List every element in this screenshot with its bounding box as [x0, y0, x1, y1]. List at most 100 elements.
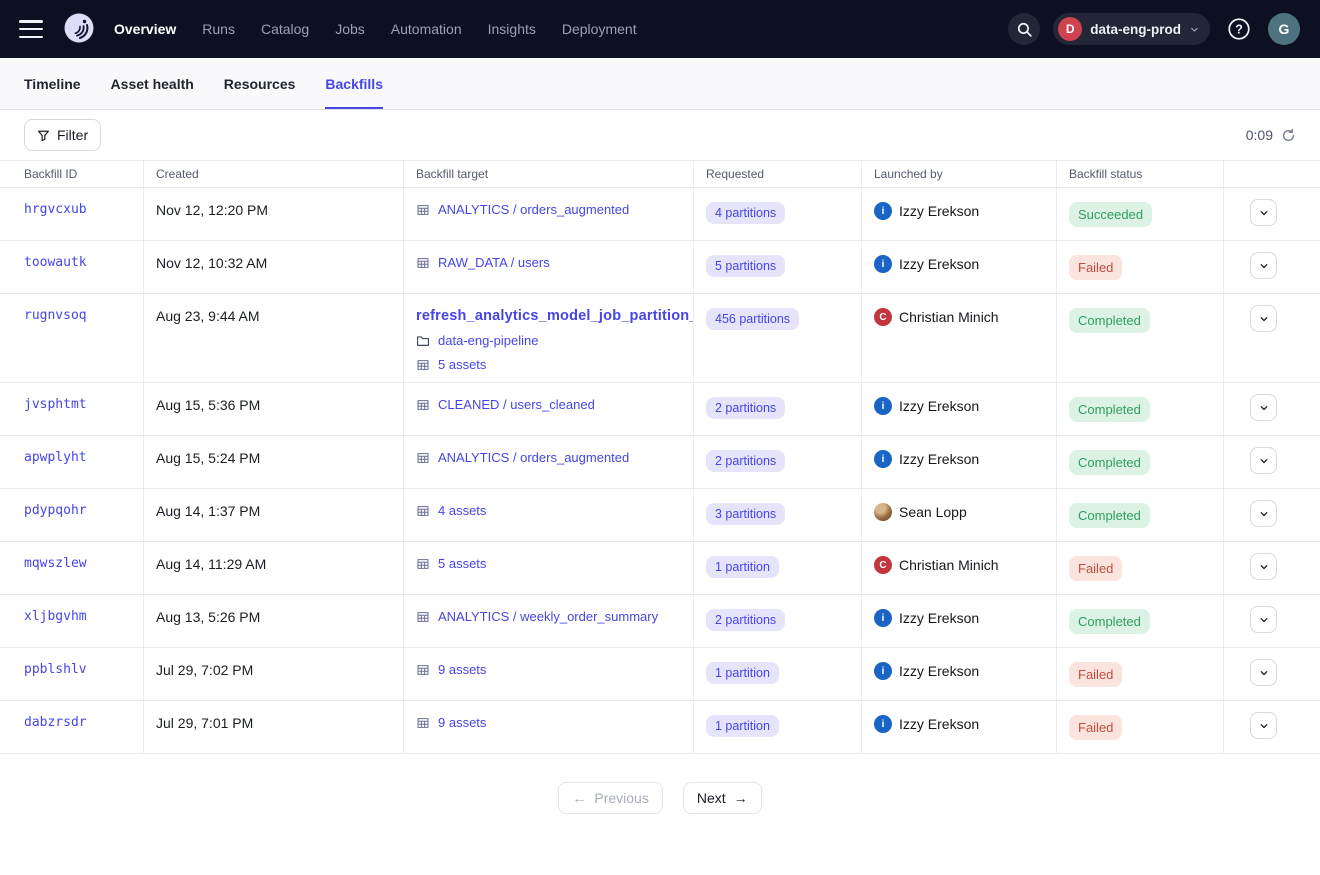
row-actions-button[interactable]	[1250, 606, 1277, 633]
nav-item-runs[interactable]: Runs	[202, 21, 235, 37]
backfill-id-link[interactable]: hrgvcxub	[24, 202, 87, 217]
launched-by-name: Izzy Erekson	[899, 203, 980, 219]
row-actions-button[interactable]	[1250, 252, 1277, 279]
user-avatar[interactable]: G	[1268, 13, 1300, 45]
actions-cell	[1224, 436, 1320, 488]
toolbar: Filter 0:09	[0, 110, 1320, 160]
tab-timeline[interactable]: Timeline	[24, 75, 81, 92]
launched-by-name: Izzy Erekson	[899, 663, 980, 679]
funnel-icon	[37, 129, 50, 142]
arrow-left-icon: ←	[572, 790, 587, 806]
backfill-status-badge: Completed	[1069, 450, 1150, 475]
search-icon[interactable]	[1008, 13, 1041, 45]
tab-backfills[interactable]: Backfills	[325, 58, 383, 109]
row-actions-button[interactable]	[1250, 712, 1277, 739]
target-link[interactable]: ANALYTICS / weekly_order_summary	[416, 609, 658, 624]
launched-by-cell: C Christian Minich	[862, 294, 1057, 382]
row-actions-button[interactable]	[1250, 199, 1277, 226]
help-icon[interactable]: ?	[1223, 13, 1255, 45]
backfill-id-link[interactable]: ppblshlv	[24, 662, 87, 677]
target-job-link[interactable]: refresh_analytics_model_job_partition_se…	[416, 308, 693, 324]
target-link[interactable]: data-eng-pipeline	[416, 333, 538, 348]
backfill-target-cell: RAW_DATA / users	[404, 241, 694, 293]
backfill-id-link[interactable]: rugnvsoq	[24, 308, 87, 323]
partitions-badge: 5 partitions	[706, 255, 786, 277]
launched-by-cell: i Izzy Erekson	[862, 701, 1057, 753]
deployment-initial-badge: D	[1058, 17, 1083, 41]
launched-by-user: C Christian Minich	[874, 556, 999, 574]
row-actions-button[interactable]	[1250, 447, 1277, 474]
row-actions-button[interactable]	[1250, 394, 1277, 421]
created-cell: Jul 29, 7:02 PM	[144, 648, 404, 700]
next-page-button[interactable]: Next →	[682, 782, 762, 814]
user-initial-avatar: i	[874, 255, 892, 273]
target-link[interactable]: 5 assets	[416, 357, 486, 372]
refresh-icon[interactable]	[1281, 128, 1296, 143]
backfill-id-cell: ppblshlv	[0, 648, 144, 700]
target-link[interactable]: ANALYTICS / orders_augmented	[416, 202, 629, 217]
backfill-id-cell: jvsphtmt	[0, 383, 144, 435]
row-actions-button[interactable]	[1250, 553, 1277, 580]
table-row: jvsphtmt Aug 15, 5:36 PM CLEANED / users_c…	[0, 383, 1320, 436]
partitions-badge: 4 partitions	[706, 202, 786, 224]
table-row: mqwszlew Aug 14, 11:29 AM 5 assets 1 partit…	[0, 542, 1320, 595]
backfill-id-link[interactable]: apwplyht	[24, 450, 87, 465]
target-link[interactable]: 9 assets	[416, 715, 486, 730]
target-link[interactable]: 4 assets	[416, 503, 486, 518]
row-actions-button[interactable]	[1250, 500, 1277, 527]
filter-button[interactable]: Filter	[24, 119, 102, 151]
column-header-requested: Requested	[694, 161, 862, 187]
tab-resources[interactable]: Resources	[223, 75, 296, 92]
created-cell: Aug 15, 5:36 PM	[144, 383, 404, 435]
user-initial-avatar: i	[874, 202, 892, 220]
row-actions-button[interactable]	[1250, 659, 1277, 686]
target-link[interactable]: ANALYTICS / orders_augmented	[416, 450, 629, 465]
nav-item-insights[interactable]: Insights	[487, 21, 536, 37]
chevron-down-icon	[1189, 24, 1200, 35]
backfill-id-link[interactable]: mqwszlew	[24, 556, 87, 571]
nav-item-automation[interactable]: Automation	[390, 21, 462, 37]
backfill-id-link[interactable]: dabzrsdr	[24, 715, 87, 730]
backfill-status-badge: Failed	[1069, 662, 1123, 687]
chevron-down-icon	[1258, 667, 1270, 679]
target-link[interactable]: CLEANED / users_cleaned	[416, 397, 595, 412]
status-cell: Completed	[1057, 436, 1224, 488]
backfill-id-cell: dabzrsdr	[0, 701, 144, 753]
user-initial-avatar: i	[874, 609, 892, 627]
backfill-id-link[interactable]: jvsphtmt	[24, 397, 87, 412]
previous-page-button[interactable]: ← Previous	[558, 782, 663, 814]
table-icon	[416, 610, 430, 624]
actions-cell	[1224, 648, 1320, 700]
backfill-target-cell: 5 assets	[404, 542, 694, 594]
tab-asset-health[interactable]: Asset health	[110, 75, 194, 92]
launched-by-name: Izzy Erekson	[899, 610, 980, 626]
created-timestamp: Aug 14, 11:29 AM	[156, 556, 267, 572]
nav-item-catalog[interactable]: Catalog	[260, 21, 310, 37]
dagster-logo[interactable]	[60, 10, 98, 48]
target-label: 5 assets	[438, 357, 487, 372]
status-cell: Completed	[1057, 489, 1224, 541]
target-link[interactable]: 9 assets	[416, 662, 486, 677]
launched-by-user: i Izzy Erekson	[874, 450, 979, 468]
backfill-id-link[interactable]: xljbgvhm	[24, 609, 87, 624]
table-row: toowautk Nov 12, 10:32 AM RAW_DATA / users…	[0, 241, 1320, 294]
launched-by-name: Izzy Erekson	[899, 256, 980, 272]
target-label: ANALYTICS / weekly_order_summary	[438, 609, 659, 624]
target-link[interactable]: RAW_DATA / users	[416, 255, 550, 270]
hamburger-menu-icon[interactable]	[18, 18, 46, 40]
created-cell: Aug 14, 11:29 AM	[144, 542, 404, 594]
backfill-id-link[interactable]: toowautk	[24, 255, 87, 270]
table-icon	[416, 256, 430, 270]
nav-item-overview[interactable]: Overview	[114, 21, 177, 37]
actions-cell	[1224, 542, 1320, 594]
deployment-switcher[interactable]: D data-eng-prod	[1053, 13, 1210, 45]
created-timestamp: Nov 12, 12:20 PM	[156, 202, 269, 218]
requested-cell: 2 partitions	[694, 436, 862, 488]
backfill-id-link[interactable]: pdypqohr	[24, 503, 87, 518]
row-actions-button[interactable]	[1250, 305, 1277, 332]
target-link[interactable]: 5 assets	[416, 556, 486, 571]
target-label: data-eng-pipeline	[438, 333, 539, 348]
nav-item-jobs[interactable]: Jobs	[335, 21, 365, 37]
nav-item-deployment[interactable]: Deployment	[561, 21, 637, 37]
created-cell: Aug 13, 5:26 PM	[144, 595, 404, 647]
